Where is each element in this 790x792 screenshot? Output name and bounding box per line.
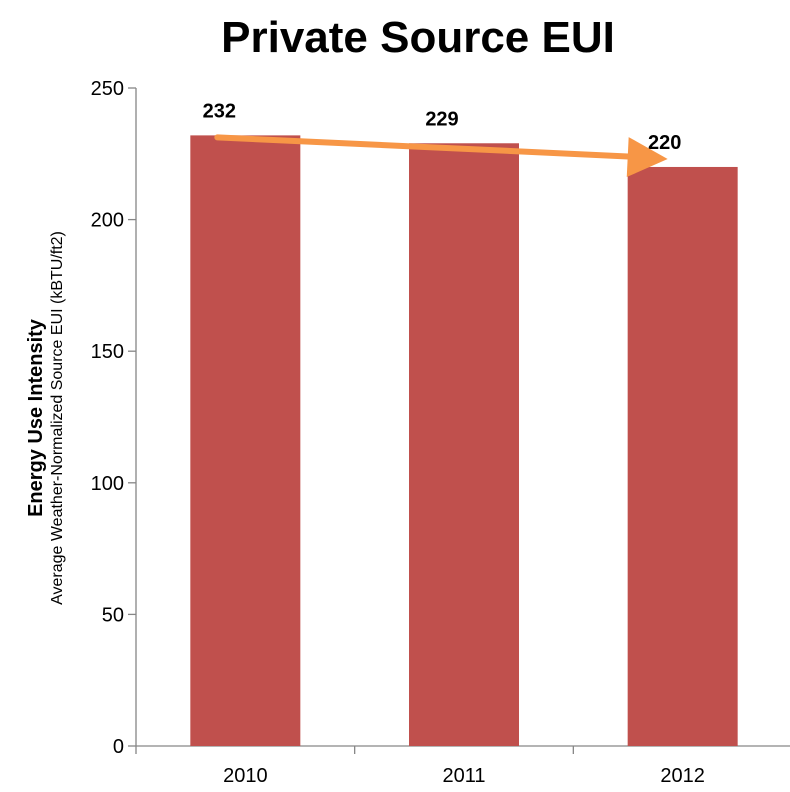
x-tick-label: 2010 [223, 765, 268, 787]
data-label: 232 [203, 100, 236, 122]
y-tick-label: 200 [91, 210, 124, 232]
bar-2011 [409, 143, 519, 747]
x-tick-label: 2011 [442, 765, 485, 787]
y-axis-label: Energy Use Intensity Average Weather-Nor… [25, 231, 66, 605]
bar-2012 [627, 166, 738, 746]
y-tick-label: 250 [91, 78, 124, 100]
y-axis-title: Energy Use Intensity [25, 318, 47, 517]
axes: 0 50 100 150 200 250 2010 2011 2012 [91, 78, 790, 787]
bar-2010 [190, 135, 301, 747]
y-tick-label: 150 [91, 341, 124, 363]
chart-title: Private Source EUI [221, 13, 615, 62]
y-tick-label: 100 [91, 473, 124, 495]
trend-arrow [214, 134, 668, 178]
x-tick-label: 2012 [660, 765, 705, 787]
trend-arrow-shaft [214, 134, 653, 161]
bars [190, 135, 738, 747]
trend-arrow-head [626, 137, 668, 178]
data-label: 220 [648, 132, 681, 154]
y-tick-label: 0 [113, 736, 124, 758]
data-label: 229 [425, 108, 458, 130]
y-tick-label: 50 [102, 604, 124, 626]
y-axis-subtitle: Average Weather-Normalized Source EUI (k… [49, 231, 66, 605]
data-labels: 232 229 220 [203, 100, 682, 154]
